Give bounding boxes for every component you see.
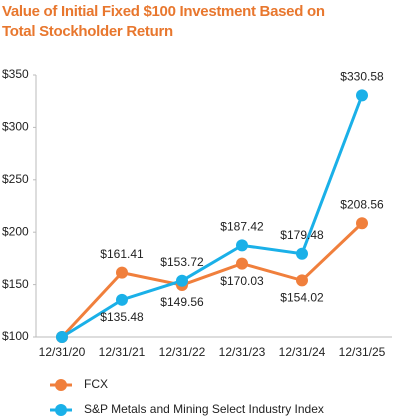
- x-tick-label: 12/31/25: [339, 345, 386, 359]
- data-point: [296, 274, 308, 287]
- data-point: [296, 247, 308, 260]
- value-label: $179.48: [280, 228, 324, 242]
- data-point: [116, 293, 128, 306]
- value-label: $187.42: [220, 220, 264, 234]
- x-tick-label: 12/31/22: [159, 345, 206, 359]
- value-label: $154.02: [280, 291, 324, 305]
- series-line: [60, 222, 364, 339]
- data-point: [116, 266, 128, 279]
- x-tick-label: 12/31/24: [279, 345, 326, 359]
- value-label: $161.41: [100, 247, 144, 261]
- data-point: [176, 274, 188, 287]
- legend-marker: [55, 404, 67, 416]
- data-point: [356, 89, 368, 102]
- data-point: [236, 257, 248, 270]
- y-tick-label: $150: [2, 277, 29, 291]
- value-label: $149.56: [160, 295, 204, 309]
- legend-marker: [55, 379, 67, 391]
- y-tick-label: $350: [2, 67, 29, 81]
- y-tick-label: $250: [2, 172, 29, 186]
- y-tick-label: $300: [2, 120, 29, 134]
- series-line: [61, 94, 364, 339]
- y-tick-label: $100: [2, 329, 29, 343]
- data-point: [236, 239, 248, 252]
- x-tick-label: 12/31/20: [39, 345, 86, 359]
- value-label: $170.03: [220, 274, 264, 288]
- data-point: [56, 331, 68, 343]
- value-label: $208.56: [340, 197, 384, 211]
- y-tick-label: $200: [2, 224, 29, 238]
- x-tick-label: 12/31/23: [219, 345, 266, 359]
- value-label: $330.58: [340, 70, 384, 84]
- value-label: $135.48: [100, 310, 144, 324]
- data-point: [356, 217, 368, 230]
- x-tick-label: 12/31/21: [99, 345, 146, 359]
- legend-label: FCX: [84, 377, 108, 391]
- legend-label: S&P Metals and Mining Select Industry In…: [84, 402, 324, 416]
- chart-title: Value of Initial Fixed $100 Investment B…: [2, 3, 325, 40]
- value-label: $153.72: [160, 255, 204, 269]
